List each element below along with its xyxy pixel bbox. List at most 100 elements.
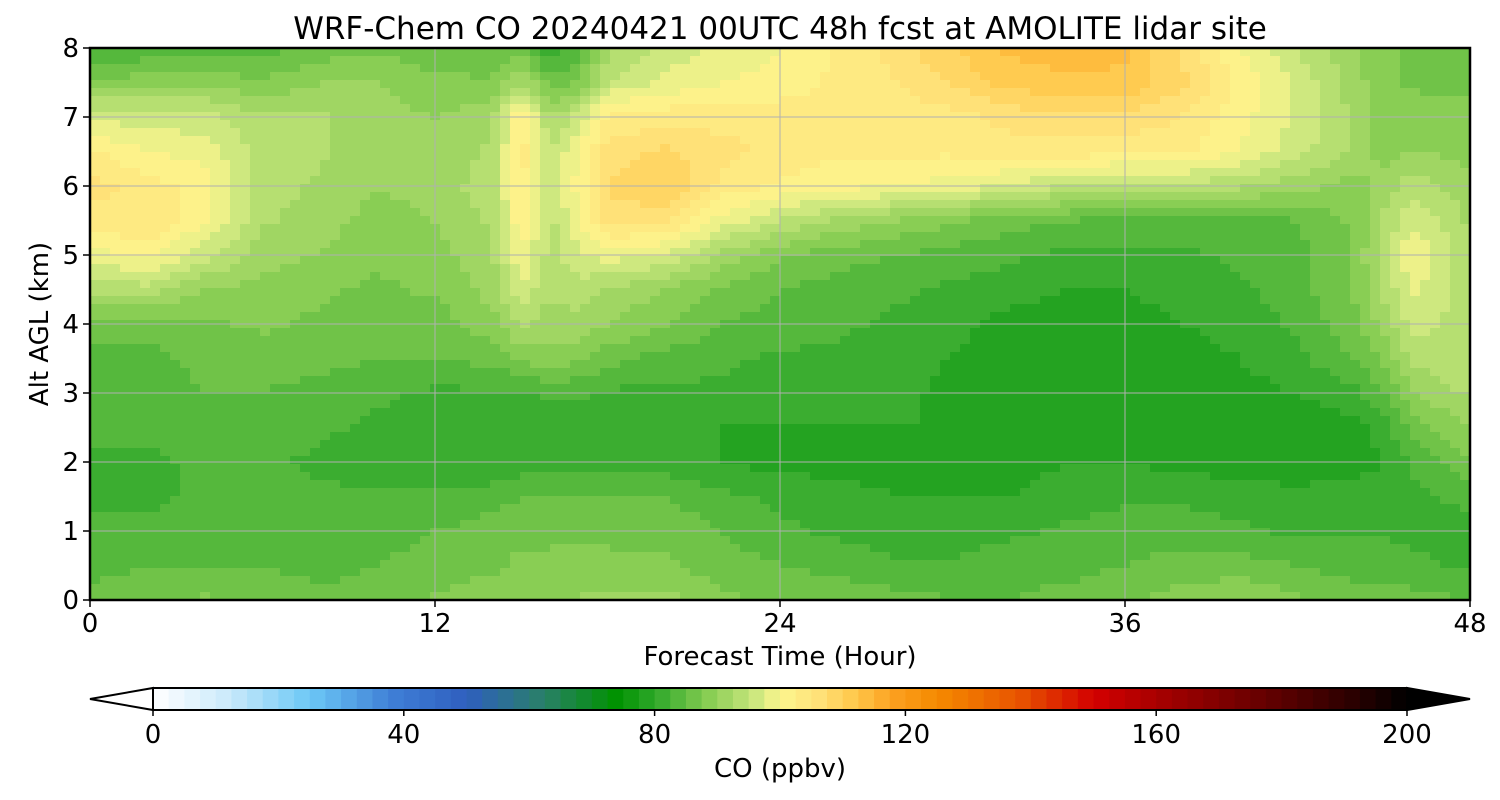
- heat-cell: [640, 336, 651, 345]
- heat-cell: [140, 400, 151, 409]
- heat-cell: [140, 48, 151, 57]
- heat-cell: [780, 272, 791, 281]
- heat-cell: [470, 424, 481, 433]
- heat-cell: [210, 408, 221, 417]
- heat-cell: [750, 56, 761, 65]
- heat-cell: [420, 384, 431, 393]
- heat-cell: [370, 392, 381, 401]
- heat-cell: [420, 488, 431, 497]
- heat-cell: [690, 216, 701, 225]
- heat-cell: [560, 264, 571, 273]
- heat-cell: [750, 72, 761, 81]
- heat-cell: [600, 216, 611, 225]
- heat-cell: [580, 528, 591, 537]
- heat-cell: [140, 328, 151, 337]
- heat-cell: [510, 104, 521, 113]
- heat-cell: [540, 376, 551, 385]
- heat-cell: [360, 376, 371, 385]
- heat-cell: [170, 304, 181, 313]
- heat-cell: [120, 392, 131, 401]
- heat-cell: [450, 440, 461, 449]
- heat-cell: [300, 232, 311, 241]
- heat-cell: [640, 472, 651, 481]
- heat-cell: [550, 368, 561, 377]
- heat-cell: [340, 584, 351, 593]
- heat-cell: [750, 352, 761, 361]
- heat-cell: [510, 360, 521, 369]
- heat-cell: [760, 552, 771, 561]
- heat-cell: [710, 512, 721, 521]
- heat-cell: [90, 296, 101, 305]
- heat-cell: [270, 584, 281, 593]
- heat-cell: [660, 408, 671, 417]
- heat-cell: [700, 336, 711, 345]
- heat-cell: [310, 496, 321, 505]
- heat-cell: [730, 552, 741, 561]
- heat-cell: [180, 104, 191, 113]
- heat-cell: [800, 104, 811, 113]
- heat-cell: [530, 152, 541, 161]
- heat-cell: [710, 160, 721, 169]
- heat-cell: [540, 88, 551, 97]
- heat-cell: [310, 240, 321, 249]
- heat-cell: [580, 112, 591, 121]
- heat-cell: [330, 384, 341, 393]
- heat-cell: [140, 280, 151, 289]
- heat-cell: [630, 168, 641, 177]
- heat-cell: [690, 480, 701, 489]
- heat-cell: [200, 184, 211, 193]
- heat-cell: [790, 560, 801, 569]
- heat-cell: [720, 360, 731, 369]
- heat-cell: [530, 456, 541, 465]
- heat-cell: [800, 592, 811, 601]
- heat-cell: [220, 464, 231, 473]
- heat-cell: [220, 288, 231, 297]
- heat-cell: [780, 536, 791, 545]
- heat-cell: [500, 536, 511, 545]
- heat-cell: [770, 576, 781, 585]
- heat-cell: [520, 552, 531, 561]
- heat-cell: [500, 96, 511, 105]
- heat-cell: [240, 416, 251, 425]
- heat-cell: [180, 248, 191, 257]
- heat-cell: [230, 576, 241, 585]
- heat-cell: [640, 168, 651, 177]
- heat-cell: [380, 272, 391, 281]
- heat-cell: [260, 168, 271, 177]
- heat-cell: [540, 536, 551, 545]
- heat-cell: [800, 264, 811, 273]
- heat-cell: [720, 288, 731, 297]
- heat-cell: [290, 480, 301, 489]
- heat-cell: [350, 472, 361, 481]
- heat-cell: [420, 504, 431, 513]
- heat-cell: [500, 56, 511, 65]
- heat-cell: [410, 456, 421, 465]
- heat-cell: [530, 328, 541, 337]
- heat-cell: [210, 248, 221, 257]
- heat-cell: [330, 552, 341, 561]
- heat-cell: [590, 552, 601, 561]
- heat-cell: [510, 224, 521, 233]
- heat-cell: [130, 424, 141, 433]
- heat-cell: [90, 480, 101, 489]
- heat-cell: [170, 248, 181, 257]
- heat-cell: [540, 256, 551, 265]
- heat-cell: [690, 144, 701, 153]
- heat-cell: [300, 224, 311, 233]
- heat-cell: [210, 584, 221, 593]
- heat-cell: [540, 144, 551, 153]
- heat-cell: [170, 368, 181, 377]
- heat-cell: [270, 104, 281, 113]
- heat-cell: [280, 416, 291, 425]
- heat-cell: [650, 384, 661, 393]
- heat-cell: [150, 408, 161, 417]
- heat-cell: [140, 424, 151, 433]
- heat-cell: [200, 400, 211, 409]
- heat-cell: [270, 512, 281, 521]
- heat-cell: [780, 144, 791, 153]
- heat-cell: [490, 168, 501, 177]
- heat-cell: [460, 216, 471, 225]
- heat-cell: [390, 464, 401, 473]
- heat-cell: [320, 568, 331, 577]
- heat-cell: [640, 496, 651, 505]
